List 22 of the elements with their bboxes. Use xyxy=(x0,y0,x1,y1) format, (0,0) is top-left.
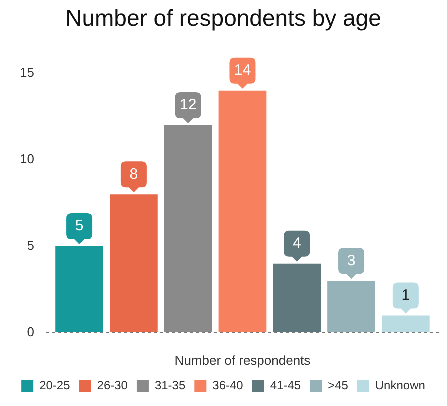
legend-label: Unknown xyxy=(375,378,426,392)
y-tick-label: 0 xyxy=(27,324,34,340)
legend-label: 31-35 xyxy=(154,378,186,392)
y-tick-label: 10 xyxy=(20,152,34,167)
data-label: 5 xyxy=(75,218,84,235)
data-label: 8 xyxy=(130,166,138,183)
data-label: 14 xyxy=(234,62,252,80)
legend-label: >45 xyxy=(328,378,349,392)
data-label: 4 xyxy=(292,234,302,252)
legend-label: 41-45 xyxy=(270,378,302,392)
legend-label: 26-30 xyxy=(97,378,128,392)
chart-title: Number of respondents by age xyxy=(66,5,382,32)
y-tick-label: 15 xyxy=(20,65,34,80)
data-label: 1 xyxy=(402,286,410,304)
x-axis-title: Number of respondents xyxy=(174,352,312,368)
bar xyxy=(56,246,104,332)
bar xyxy=(328,281,376,332)
legend-label: 36-40 xyxy=(212,378,244,392)
data-label: 12 xyxy=(180,96,197,114)
legend-label: 20-25 xyxy=(40,378,71,392)
y-tick-label: 5 xyxy=(27,238,34,254)
data-label: 3 xyxy=(347,252,356,270)
